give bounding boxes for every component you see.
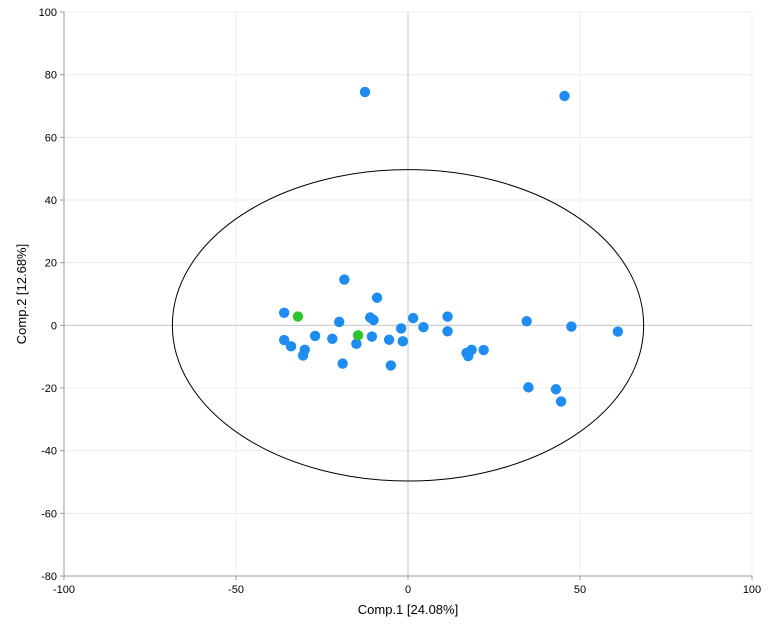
data-point (337, 358, 348, 369)
data-point (555, 396, 567, 407)
data-point (359, 86, 371, 98)
confidence-ellipse-group (171, 169, 645, 482)
data-point (442, 326, 453, 337)
data-point (523, 382, 534, 393)
x-tick-label: -100 (53, 584, 75, 596)
data-point (297, 350, 309, 361)
data-point (550, 384, 562, 395)
data-point (397, 336, 409, 347)
data-point (327, 333, 338, 345)
data-point (371, 292, 383, 303)
y-tick-label: 40 (45, 195, 57, 207)
y-tick-label: 80 (45, 70, 57, 82)
y-axis-label: Comp.2 [12.68%] (14, 244, 29, 344)
data-point (309, 330, 321, 342)
points (278, 86, 624, 407)
y-tick-label: 0 (51, 320, 57, 332)
data-point (566, 321, 577, 332)
data-point (339, 274, 350, 285)
y-tick-label: 100 (39, 7, 57, 19)
data-point (559, 90, 570, 102)
data-point (352, 330, 364, 341)
data-point (366, 331, 378, 342)
confidence-ellipse (171, 169, 645, 482)
x-tick-label: 0 (405, 584, 411, 596)
data-point (278, 307, 290, 318)
y-tick-label: -20 (41, 383, 57, 395)
data-point (442, 311, 453, 322)
zero-lines (64, 12, 752, 576)
data-point (463, 350, 474, 362)
data-point (351, 338, 362, 350)
x-axis-label: Comp.1 [24.08%] (358, 602, 458, 617)
data-point (418, 322, 429, 333)
data-point (385, 360, 396, 371)
axes: -100 -50 0 50 100 -80 -60 -40 -20 0 20 40 60 80 100 (39, 7, 762, 596)
y-tick-label: 60 (45, 132, 57, 144)
x-tick-label: -50 (228, 584, 244, 596)
x-tick-label: 100 (743, 584, 761, 596)
data-point (395, 323, 407, 334)
data-point (368, 314, 379, 326)
y-tick-label: -60 (41, 508, 57, 520)
data-point (285, 341, 297, 352)
y-tick-label: -40 (41, 446, 57, 458)
data-point (278, 334, 290, 346)
data-point (383, 334, 395, 345)
y-tick-label: 20 (45, 258, 57, 270)
data-point (292, 311, 304, 322)
data-point (612, 326, 624, 337)
data-point (334, 316, 345, 328)
data-point (407, 312, 419, 324)
data-point (478, 344, 489, 356)
x-tick-label: 50 (574, 584, 586, 596)
data-point (521, 316, 532, 327)
y-tick-label: -80 (41, 571, 57, 583)
